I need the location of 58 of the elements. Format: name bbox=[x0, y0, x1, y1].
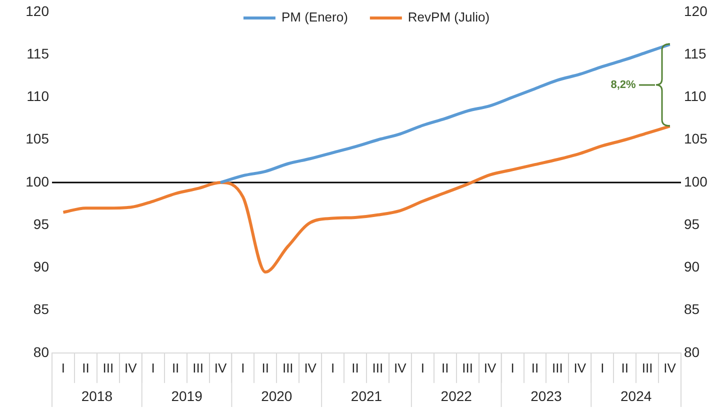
x-tick-label: I bbox=[600, 360, 604, 376]
y-tick-label: 95 bbox=[33, 216, 50, 232]
x-tick-label: II bbox=[621, 360, 628, 376]
x-tick-label: III bbox=[102, 360, 114, 376]
x-tick-label: I bbox=[420, 360, 424, 376]
y2-tick-label: 115 bbox=[684, 45, 707, 62]
x-tick-label: III bbox=[462, 360, 474, 376]
y-tick-label: 100 bbox=[26, 173, 50, 190]
x-tick-label: II bbox=[352, 360, 359, 376]
text: 2022 bbox=[440, 388, 472, 404]
x-tick-label: IV bbox=[304, 360, 317, 376]
y-tick-label: 80 bbox=[33, 344, 50, 360]
x-tick-label: I bbox=[241, 360, 245, 376]
x-tick-label: IV bbox=[214, 360, 227, 376]
y2-tick-label: 80 bbox=[684, 344, 700, 360]
y-tick-label: 115 bbox=[26, 45, 50, 62]
x-tick-label: III bbox=[642, 360, 653, 376]
x-tick-label: II bbox=[82, 360, 90, 376]
x-tick-label: III bbox=[282, 360, 294, 376]
x-tick-label: III bbox=[552, 360, 563, 376]
x-tick-label: IV bbox=[394, 360, 407, 376]
x-tick-label: II bbox=[172, 360, 180, 376]
y2-tick-label: 100 bbox=[684, 173, 708, 190]
y2-tick-label: 85 bbox=[684, 301, 700, 318]
x-tick-label: IV bbox=[664, 360, 676, 376]
x-tick-label: IV bbox=[484, 360, 497, 376]
text: 2019 bbox=[171, 388, 203, 404]
x-tick-label: IV bbox=[124, 360, 138, 376]
x-tick-label: I bbox=[510, 360, 514, 376]
text: 2021 bbox=[350, 388, 382, 404]
y2-tick-label: 90 bbox=[684, 258, 700, 275]
y-tick-label: 120 bbox=[26, 2, 50, 19]
line-series bbox=[218, 42, 672, 184]
y-tick-label: 85 bbox=[33, 301, 50, 318]
y2-tick-label: 120 bbox=[684, 2, 708, 19]
legend-label: PM (Enero) bbox=[281, 10, 348, 25]
x-tick-label: III bbox=[372, 360, 384, 376]
y2-tick-label: 105 bbox=[684, 130, 708, 147]
y-tick-label: 110 bbox=[26, 88, 50, 104]
x-tick-label: II bbox=[531, 360, 539, 376]
text: 2020 bbox=[261, 388, 292, 404]
x-tick-label: IV bbox=[574, 360, 586, 376]
annotation: 8,2% bbox=[610, 78, 636, 92]
x-tick-label: I bbox=[61, 360, 66, 376]
y2-tick-label: 95 bbox=[684, 216, 700, 232]
y-tick-label: 90 bbox=[33, 258, 50, 275]
x-tick-label: II bbox=[442, 360, 449, 376]
y-tick-label: 105 bbox=[26, 130, 50, 147]
legend-label: RevPM (Julio) bbox=[408, 10, 490, 25]
line-series bbox=[62, 124, 672, 274]
x-tick-label: I bbox=[330, 360, 335, 376]
text: 2023 bbox=[530, 388, 562, 404]
y2-tick-label: 110 bbox=[684, 88, 707, 104]
x-tick-label: III bbox=[192, 360, 204, 376]
x-tick-label: I bbox=[151, 360, 155, 376]
x-tick-label: II bbox=[262, 360, 270, 376]
text: 2018 bbox=[81, 388, 113, 404]
text: 2024 bbox=[620, 388, 652, 404]
